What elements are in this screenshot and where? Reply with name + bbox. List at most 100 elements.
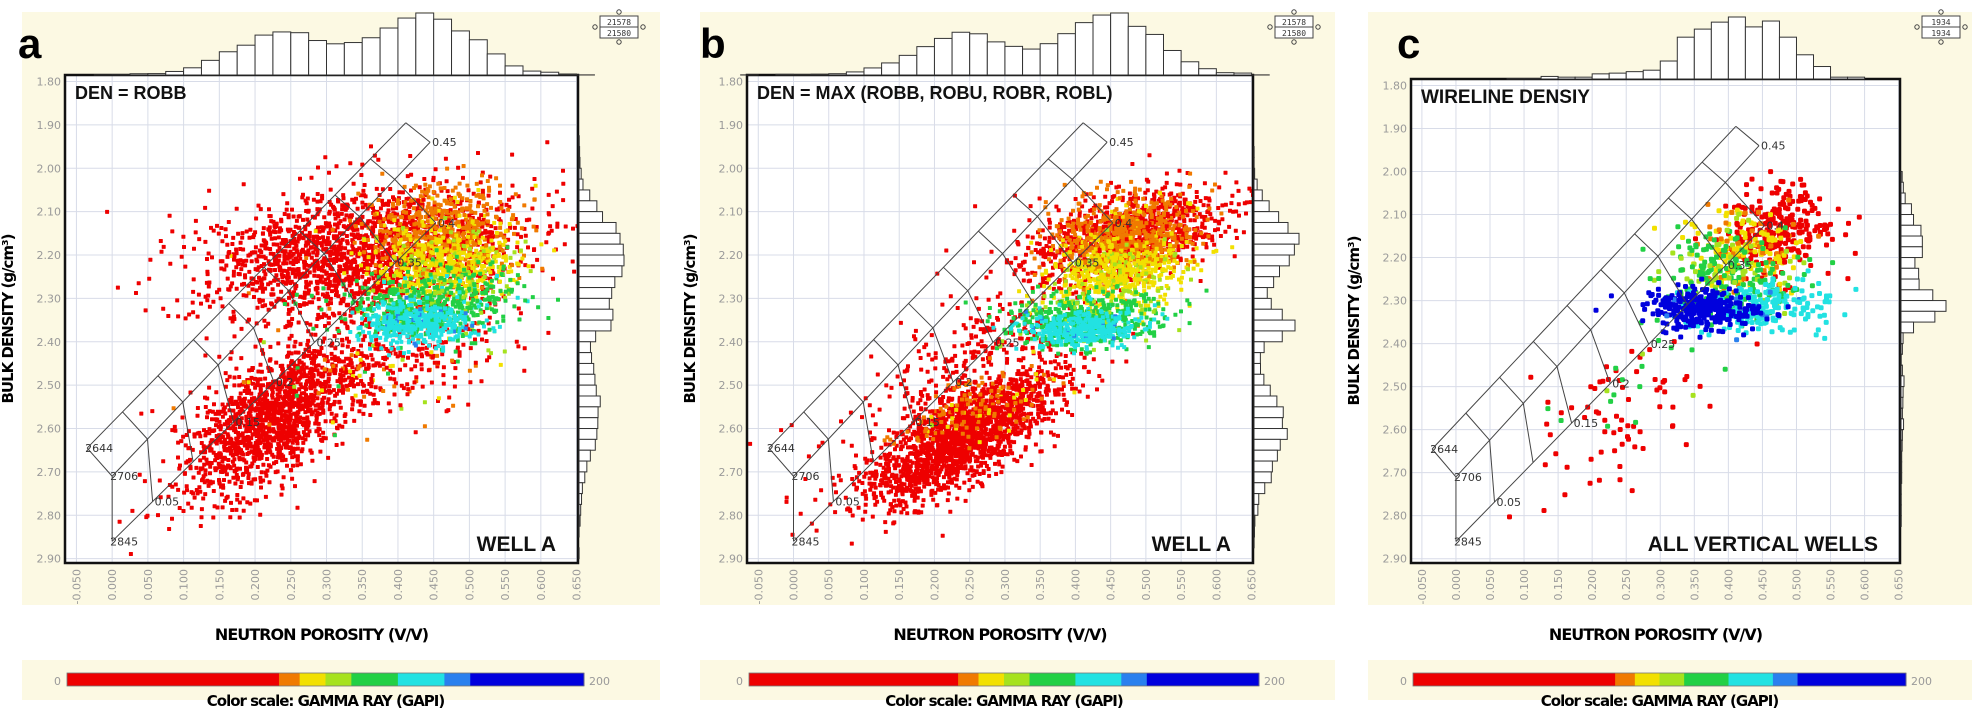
data-point — [244, 229, 249, 234]
data-point — [222, 437, 227, 442]
data-point — [326, 377, 331, 381]
data-point — [290, 476, 295, 481]
data-point — [301, 422, 306, 427]
data-point — [405, 288, 410, 293]
data-point — [532, 197, 537, 202]
data-point — [340, 343, 345, 348]
data-point — [353, 224, 358, 229]
data-point — [208, 464, 213, 469]
data-point — [253, 422, 258, 427]
data-point — [204, 430, 209, 435]
data-point — [237, 375, 242, 379]
data-point — [346, 302, 351, 307]
data-point — [249, 480, 254, 485]
data-point — [207, 304, 212, 309]
data-point — [364, 271, 369, 276]
data-point — [331, 205, 336, 210]
data-point — [267, 207, 271, 212]
data-point — [229, 448, 234, 453]
data-point — [280, 433, 285, 438]
data-point — [267, 480, 272, 485]
data-point — [195, 406, 200, 410]
data-point — [191, 310, 196, 315]
data-point — [261, 462, 266, 467]
data-point — [234, 286, 239, 291]
data-point — [238, 466, 242, 471]
data-point — [234, 507, 239, 512]
data-point — [225, 242, 230, 247]
data-point — [266, 428, 271, 433]
data-point — [392, 384, 397, 389]
data-point — [203, 395, 207, 400]
data-point — [345, 344, 350, 349]
data-point — [384, 365, 389, 370]
data-point — [452, 384, 457, 389]
data-point — [358, 300, 363, 305]
data-point — [263, 401, 268, 406]
data-point — [205, 415, 209, 420]
data-point — [361, 307, 366, 312]
data-point — [498, 225, 503, 230]
data-point — [266, 463, 271, 468]
data-point — [281, 238, 285, 243]
data-point — [384, 234, 389, 239]
data-point — [258, 475, 263, 480]
data-point — [459, 208, 464, 213]
data-point — [333, 358, 338, 362]
data-point — [340, 441, 345, 446]
data-point — [403, 283, 407, 288]
data-point — [307, 371, 312, 375]
data-point — [306, 338, 311, 343]
data-point — [262, 276, 267, 281]
data-point — [482, 275, 487, 279]
data-point — [253, 385, 258, 390]
data-point — [342, 271, 347, 276]
data-point — [327, 384, 332, 389]
data-point — [414, 230, 419, 235]
data-point — [301, 416, 306, 421]
data-point — [210, 417, 214, 422]
data-point — [350, 407, 355, 412]
data-point — [331, 402, 336, 407]
data-point — [414, 353, 419, 358]
data-point — [313, 229, 318, 234]
data-point — [438, 239, 443, 244]
data-point — [328, 368, 333, 373]
data-point — [359, 263, 363, 268]
data-point — [354, 278, 359, 283]
data-point — [230, 508, 235, 512]
data-point — [332, 246, 337, 251]
data-point — [485, 212, 490, 217]
data-point — [341, 387, 345, 392]
data-point — [445, 233, 450, 238]
data-point — [167, 527, 172, 531]
data-point — [223, 371, 228, 376]
data-point — [492, 301, 497, 306]
data-point — [279, 492, 284, 497]
data-point — [381, 229, 386, 234]
data-point — [275, 392, 280, 397]
data-point — [392, 227, 397, 232]
data-point — [255, 305, 260, 310]
data-point — [226, 220, 231, 224]
data-point — [387, 230, 392, 235]
data-point — [259, 281, 264, 286]
data-point — [297, 214, 302, 219]
data-point — [484, 243, 489, 248]
data-point — [236, 445, 241, 450]
data-point — [304, 201, 309, 206]
data-point — [468, 346, 473, 351]
data-point — [211, 515, 216, 520]
data-point — [499, 206, 504, 211]
data-point — [433, 274, 438, 279]
data-point — [259, 470, 264, 475]
data-point — [462, 250, 467, 255]
data-point — [535, 257, 540, 262]
data-point — [323, 324, 327, 328]
data-point — [260, 397, 265, 402]
data-point — [274, 431, 279, 435]
data-point — [328, 404, 333, 408]
data-point — [230, 453, 235, 458]
data-point — [293, 272, 298, 277]
